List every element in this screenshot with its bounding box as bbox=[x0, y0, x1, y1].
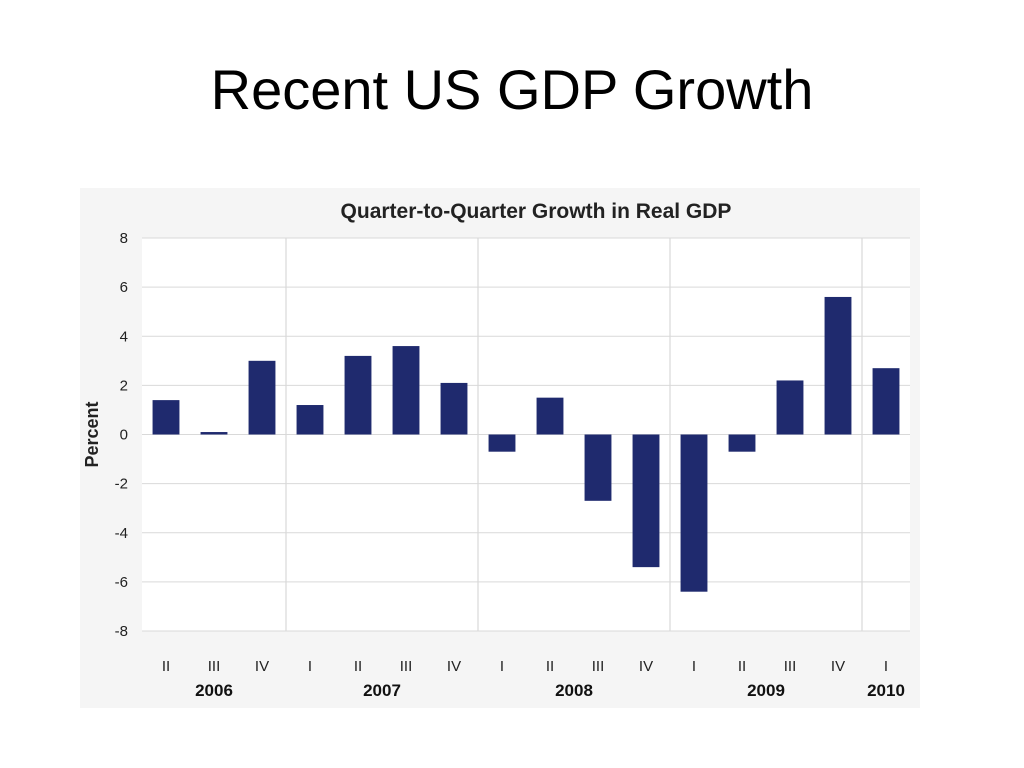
x-tick-label: II bbox=[162, 658, 170, 675]
slide-title: Recent US GDP Growth bbox=[210, 58, 814, 121]
x-tick-label: IV bbox=[831, 658, 845, 675]
y-tick-label: -8 bbox=[115, 623, 128, 640]
bar bbox=[440, 382, 468, 435]
year-label: 2007 bbox=[363, 681, 401, 700]
x-tick-label: III bbox=[400, 658, 413, 675]
year-label: 2006 bbox=[195, 681, 233, 700]
bar bbox=[344, 355, 372, 435]
x-tick-label: I bbox=[692, 658, 696, 675]
y-tick-label: -4 bbox=[115, 525, 128, 542]
y-tick-label: 4 bbox=[120, 328, 128, 345]
bar bbox=[776, 380, 804, 435]
chart-panel: Quarter-to-Quarter Growth in Real GDP 8 6 4… bbox=[80, 188, 920, 708]
year-label: 2008 bbox=[555, 681, 593, 700]
year-label: 2009 bbox=[747, 681, 785, 700]
bar bbox=[680, 434, 708, 592]
bar bbox=[824, 296, 852, 435]
x-tick-label: II bbox=[546, 658, 554, 675]
x-tick-label: III bbox=[784, 658, 797, 675]
y-tick-label: 2 bbox=[120, 377, 128, 394]
bar bbox=[392, 346, 420, 435]
x-tick-label: IV bbox=[639, 658, 653, 675]
chart-title: Quarter-to-Quarter Growth in Real GDP bbox=[341, 200, 732, 223]
bar bbox=[728, 434, 756, 452]
y-tick-label: -2 bbox=[115, 476, 128, 493]
bar bbox=[152, 400, 180, 435]
y-tick-label: 0 bbox=[120, 427, 128, 444]
x-tick-label: IV bbox=[255, 658, 269, 675]
bar bbox=[200, 432, 228, 435]
bar bbox=[632, 434, 660, 568]
y-tick-label: -6 bbox=[115, 574, 128, 591]
bar bbox=[296, 405, 324, 435]
bar bbox=[248, 360, 276, 435]
x-tick-label: IV bbox=[447, 658, 461, 675]
y-axis-label: Percent bbox=[82, 401, 102, 467]
x-tick-label: II bbox=[354, 658, 362, 675]
bar bbox=[488, 434, 516, 452]
x-tick-label: III bbox=[592, 658, 605, 675]
bar bbox=[584, 434, 612, 501]
y-tick-label: 8 bbox=[120, 230, 128, 247]
bar bbox=[872, 368, 900, 435]
bar bbox=[536, 397, 564, 435]
x-tick-label: III bbox=[208, 658, 221, 675]
x-tick-label: I bbox=[308, 658, 312, 675]
x-tick-label: II bbox=[738, 658, 746, 675]
x-tick-label: I bbox=[500, 658, 504, 675]
year-label: 2010 bbox=[867, 681, 905, 700]
y-tick-label: 6 bbox=[120, 279, 128, 296]
x-tick-label: I bbox=[884, 658, 888, 675]
gdp-bar-chart: Quarter-to-Quarter Growth in Real GDP 8 6 4… bbox=[82, 200, 910, 700]
